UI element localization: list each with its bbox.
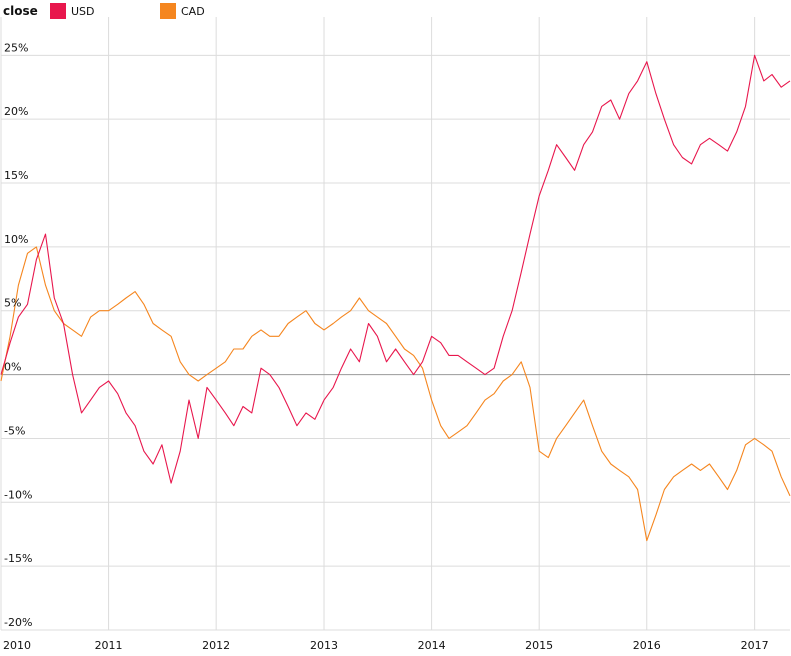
legend-label-cad: CAD bbox=[181, 5, 205, 18]
x-tick-label-2015: 2015 bbox=[525, 639, 553, 652]
series-layer bbox=[0, 54, 791, 542]
y-tick-label-0: -20% bbox=[4, 616, 32, 629]
legend-swatch-usd bbox=[50, 3, 66, 19]
legend-label-usd: USD bbox=[71, 5, 95, 18]
x-tick-label-2014: 2014 bbox=[418, 639, 446, 652]
legend: close USD CAD bbox=[3, 3, 205, 19]
x-tick-label-2011: 2011 bbox=[95, 639, 123, 652]
y-tick-label-1: -15% bbox=[4, 552, 32, 565]
y-tick-label-4: 0% bbox=[4, 361, 21, 374]
legend-title: close bbox=[3, 4, 38, 18]
x-tick-label-2010: 2010 bbox=[3, 639, 31, 652]
legend-swatch-cad bbox=[160, 3, 176, 19]
y-tick-label-9: 25% bbox=[4, 41, 28, 54]
x-tick-label-2012: 2012 bbox=[202, 639, 230, 652]
y-tick-label-7: 15% bbox=[4, 169, 28, 182]
axis-layer: 2010 2011 2012 2013 2014 2015 2016 2017 -20% -15%… bbox=[3, 41, 769, 652]
x-tick-label-2017: 2017 bbox=[741, 639, 769, 652]
y-tick-label-3: -5% bbox=[4, 424, 25, 437]
y-tick-label-6: 10% bbox=[4, 233, 28, 246]
y-tick-label-5: 5% bbox=[4, 297, 21, 310]
x-tick-label-2016: 2016 bbox=[633, 639, 661, 652]
y-tick-label-8: 20% bbox=[4, 105, 28, 118]
y-tick-label-2: -10% bbox=[4, 488, 32, 501]
series-line-cad bbox=[0, 246, 791, 542]
grid bbox=[0, 17, 790, 631]
x-tick-label-2013: 2013 bbox=[310, 639, 338, 652]
series-line-usd bbox=[0, 54, 791, 484]
